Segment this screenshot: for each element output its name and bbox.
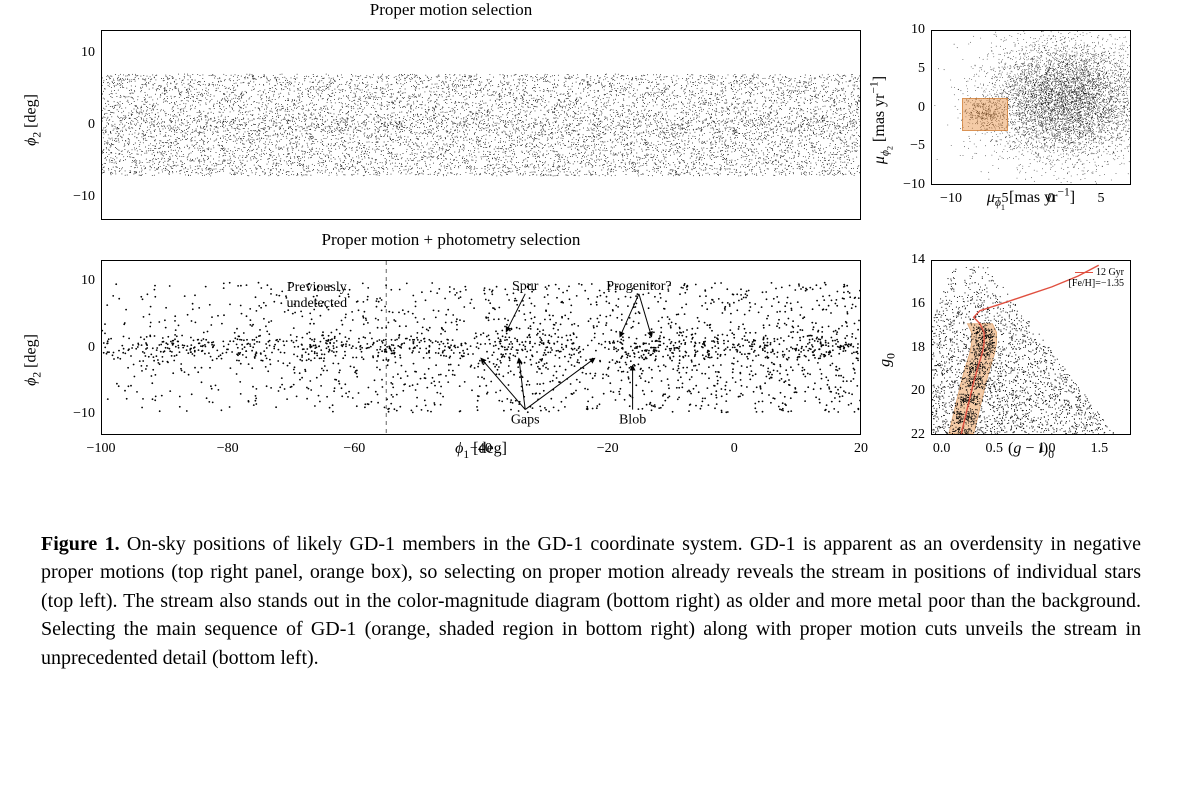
panel-title-top-left: Proper motion selection: [41, 0, 861, 22]
xlabel-bottom-right: (g − i)0: [931, 438, 1131, 463]
panel-top-right: 10 5 0 −5 −10 −10 −5 0 5 μϕ1 [mas yr−1] …: [881, 20, 1141, 220]
ylabel-bottom-left: ϕ2 [deg]: [21, 308, 46, 360]
figure-1: Proper motion selection 10 0 −10 ϕ2 [deg…: [41, 20, 1161, 672]
ytick: −10: [903, 175, 931, 195]
ytick: 0: [88, 115, 101, 135]
caption-text: On-sky positions of likely GD-1 members …: [41, 533, 1141, 669]
ylabel-top-right: μϕ2 [mas yr−1]: [867, 32, 896, 120]
figure-panels: Proper motion selection 10 0 −10 ϕ2 [deg…: [41, 20, 1161, 470]
caption-label: Figure 1.: [41, 533, 120, 555]
ytick: −5: [910, 136, 931, 156]
ytick: −10: [73, 187, 101, 207]
panel-bottom-right: 12 Gyr [Fe/H]=−1.35 14 16 18 20 22 0.0 0…: [881, 250, 1141, 470]
xlabel-top-right: μϕ1 [mas yr−1]: [931, 184, 1131, 213]
xlabel-bottom-left: ϕ1 [deg]: [101, 438, 861, 463]
ylabel-bottom-right: g0: [875, 346, 900, 360]
ytick: 14: [911, 250, 931, 270]
selection-box: [962, 98, 1009, 131]
ytick: −10: [73, 404, 101, 424]
ytick: 10: [911, 20, 931, 40]
ytick: 18: [911, 338, 931, 358]
ytick: 0: [918, 98, 931, 118]
panel-top-left: Proper motion selection 10 0 −10 ϕ2 [deg…: [41, 20, 861, 220]
panel-bottom-left: Proper motion + photometry selection Pre…: [41, 250, 861, 470]
ytick: 5: [918, 59, 931, 79]
figure-caption: Figure 1. On-sky positions of likely GD-…: [41, 530, 1141, 672]
ytick: 20: [911, 381, 931, 401]
ytick: 16: [911, 294, 931, 314]
ytick: 22: [911, 425, 931, 445]
plot-bottom-right: 12 Gyr [Fe/H]=−1.35: [931, 260, 1131, 435]
ylabel-top-left: ϕ2 [deg]: [21, 68, 46, 120]
ytick: 10: [81, 271, 101, 291]
panel-title-bottom-left: Proper motion + photometry selection: [41, 228, 861, 252]
plot-bottom-left: PreviouslyundetectedSpurProgenitor?GapsB…: [101, 260, 861, 435]
plot-top-right: [931, 30, 1131, 185]
ytick: 0: [88, 338, 101, 358]
ytick: 10: [81, 43, 101, 63]
cmd-legend: 12 Gyr [Fe/H]=−1.35: [1069, 267, 1124, 289]
plot-top-left: [101, 30, 861, 220]
